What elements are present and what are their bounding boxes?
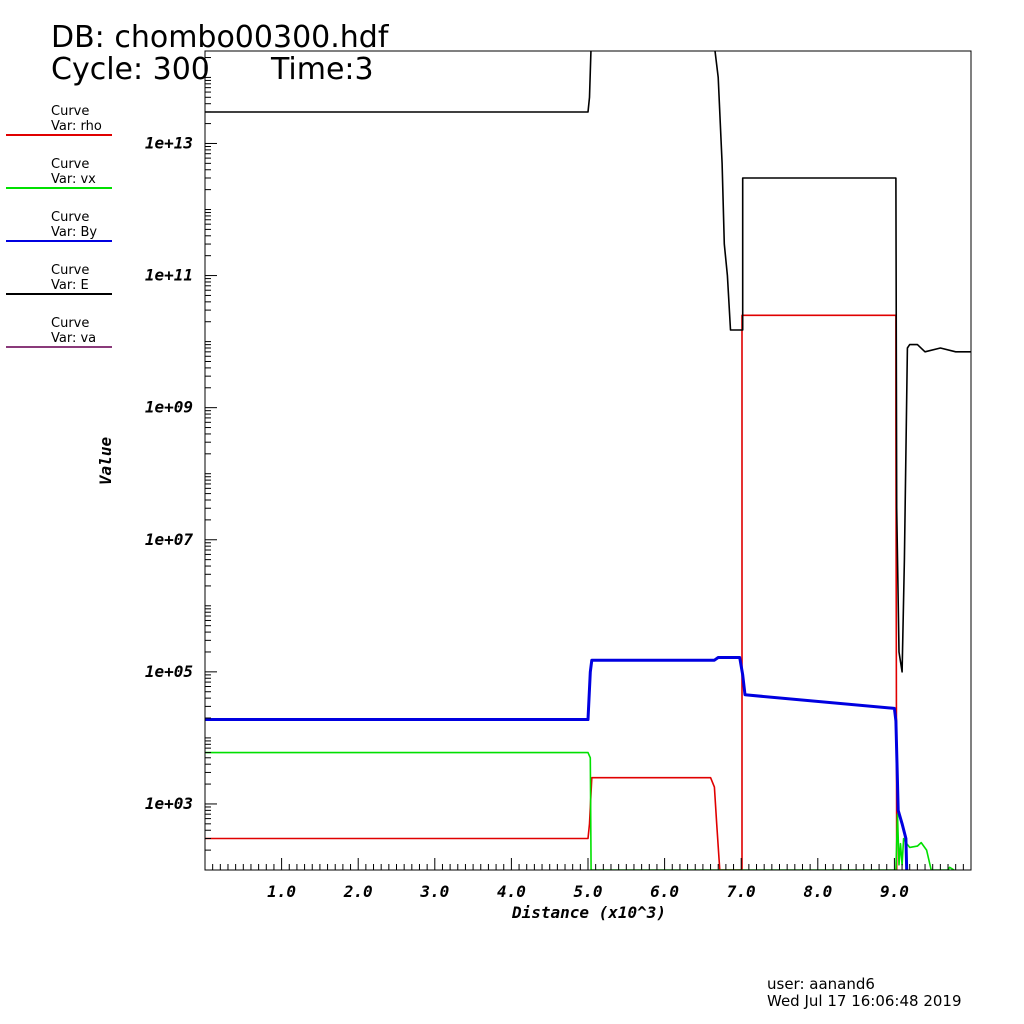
- x-tick-label: 1.0: [267, 882, 296, 901]
- footer-user: user: aanand6: [767, 975, 875, 993]
- time-label: Time:3: [271, 52, 374, 87]
- legend-swatch-rho: [6, 134, 112, 136]
- legend-var-label: Var: E: [51, 278, 89, 293]
- legend-var-label: Var: rho: [51, 119, 102, 134]
- x-tick-label: 7.0: [727, 882, 756, 901]
- legend-item-by: Curve Var: By: [6, 210, 112, 250]
- legend-var-label: Var: By: [51, 225, 98, 240]
- x-tick-label: 3.0: [419, 882, 449, 901]
- legend-item-e: Curve Var: E: [6, 263, 112, 303]
- x-tick-label: 9.0: [880, 882, 909, 901]
- legend-curve-label: Curve: [51, 316, 90, 331]
- cycle-label: Cycle: 300: [51, 52, 210, 87]
- legend-swatch-by: [6, 240, 112, 242]
- y-tick-label: 1e+11: [145, 266, 193, 285]
- legend-item-vx: Curve Var: vx: [6, 157, 112, 197]
- legend-var-label: Var: va: [51, 331, 97, 346]
- footer-timestamp: Wed Jul 17 16:06:48 2019: [767, 992, 962, 1010]
- y-tick-label: 1e+09: [145, 398, 193, 417]
- series-line-rho: [205, 314, 898, 870]
- x-tick-label: 4.0: [497, 882, 526, 901]
- plot-frame: [204, 50, 972, 871]
- y-tick-label: 1e+05: [145, 662, 193, 681]
- legend-item-rho: Curve Var: rho: [6, 104, 112, 144]
- y-tick-label: 1e+13: [145, 133, 193, 152]
- y-tick-label: 1e+07: [145, 530, 194, 549]
- x-tick-label: 8.0: [803, 882, 832, 901]
- x-tick-label: 6.0: [650, 882, 679, 901]
- x-tick-label: 2.0: [343, 882, 373, 901]
- legend-curve-label: Curve: [51, 104, 90, 119]
- y-axis-title: Value: [96, 437, 115, 486]
- legend-swatch-va: [6, 346, 112, 348]
- series-line-by: [205, 656, 909, 870]
- y-tick-label: 1e+03: [145, 794, 193, 813]
- legend-var-label: Var: vx: [51, 172, 96, 187]
- series-line-vx: [205, 751, 955, 870]
- x-tick-label: 5.0: [574, 882, 603, 901]
- legend-item-va: Curve Var: va: [6, 316, 112, 356]
- legend-curve-label: Curve: [51, 210, 90, 225]
- legend-swatch-e: [6, 293, 112, 295]
- legend-curve-label: Curve: [51, 263, 90, 278]
- x-axis-title: Distance (x10^3): [511, 903, 666, 922]
- series-line-e: [205, 51, 971, 673]
- legend-curve-label: Curve: [51, 157, 90, 172]
- legend-swatch-vx: [6, 187, 112, 189]
- database-title: DB: chombo00300.hdf: [51, 20, 389, 55]
